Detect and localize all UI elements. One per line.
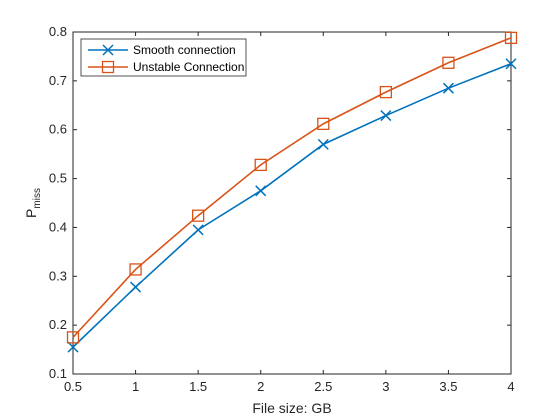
legend-marker-1 [101,60,115,74]
legend-items [88,44,128,74]
y-axis-label: Pmiss [23,188,43,218]
x-tick-label: 3 [382,379,389,394]
data-point-marker [67,341,79,353]
series-line-1 [72,37,512,338]
y-tick-label: 0.5 [49,171,67,186]
data-point-marker [66,331,80,344]
data-point-marker [255,185,267,197]
y-axis-label-main: P [23,209,39,218]
legend-label-unstable: Unstable Connection [133,60,244,74]
data-point-marker [379,85,393,99]
x-tick-label: 4 [507,379,514,394]
y-tick-label: 0.4 [49,219,67,234]
data-point-marker [192,224,204,236]
y-tick-label: 0.8 [49,24,67,39]
data-point-marker [254,158,267,172]
x-tick-label: 2.5 [314,379,332,394]
x-tick-label: 1.5 [189,379,207,394]
y-tick-label: 0.7 [49,73,67,88]
data-point-marker [317,138,329,150]
x-tick-label: 2 [257,379,264,394]
legend-marker-0 [102,44,114,56]
data-point-marker [380,110,392,122]
y-tick-label: 0.2 [49,317,67,332]
series-layer [66,31,518,353]
plot-area [72,31,512,375]
y-tick-label: 0.1 [49,366,67,381]
data-point-marker [504,31,518,45]
legend-box [80,38,247,77]
data-point-marker [130,281,142,293]
legend: Smooth connection Unstable Connection [80,38,247,77]
y-axis-ticks: 0.1 0.2 0.3 0.4 0.5 0.6 0.7 0.8 [49,24,511,381]
x-tick-label: 0.5 [64,379,82,394]
data-point-marker [505,58,517,70]
x-tick-label: 1 [132,379,139,394]
x-tick-label: 3.5 [439,379,457,394]
y-tick-label: 0.6 [49,122,67,137]
data-point-marker [442,82,454,94]
series-line-0 [72,63,512,348]
legend-label-smooth: Smooth connection [133,43,236,57]
y-tick-label: 0.3 [49,268,67,283]
data-point-marker [129,263,142,276]
data-point-marker [317,117,330,131]
data-point-marker [191,209,205,222]
data-point-marker [442,56,455,69]
x-axis-label: File size: GB [252,400,331,416]
y-axis-label-sub: miss [32,188,43,209]
